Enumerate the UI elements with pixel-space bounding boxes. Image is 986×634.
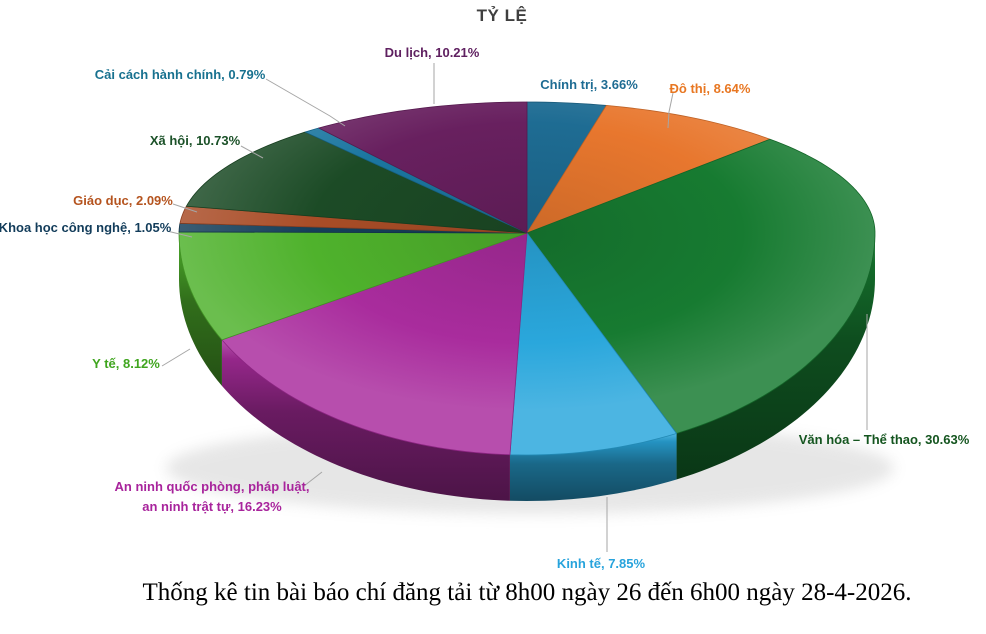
slice-label-text: Giáo dục, 2.09%	[73, 193, 173, 208]
slice-label-1: Đô thị, 8.64%	[670, 79, 751, 99]
slice-label-text: Du lịch, 10.21%	[384, 45, 480, 60]
pie-slice-wall-4	[221, 339, 510, 501]
slice-label-7: Giáo dục, 2.09%	[73, 191, 173, 211]
pie-slice-3	[509, 232, 677, 456]
slice-label-text: Xã hội, 10.73%	[149, 133, 241, 148]
slice-label-5: Y tế, 8.12%	[92, 354, 160, 374]
pie-slice-0	[526, 101, 607, 234]
leader-line-4	[303, 471, 323, 487]
pie-slice-wall-3	[509, 433, 677, 501]
slice-label-3: Kinh tế, 7.85%	[557, 554, 645, 574]
pie-slice-4	[221, 232, 528, 456]
leader-line-6	[166, 230, 193, 238]
slice-label-4: An ninh quốc phòng, pháp luật, an ninh tr…	[115, 477, 310, 517]
slice-label-6: Khoa học công nghệ, 1.05%	[0, 218, 171, 238]
slice-label-text: Khoa học công nghệ, 1.05%	[0, 220, 172, 235]
slice-label-text: Đô thị, 8.64%	[669, 81, 751, 96]
pie-slice-wall-2	[676, 233, 875, 480]
pie-slice-2	[526, 138, 876, 434]
pie-slice-1	[526, 105, 771, 234]
slice-label-9: Cải cách hành chính, 0.79%	[95, 65, 266, 85]
slice-label-2: Văn hóa – Thể thao, 30.63%	[799, 430, 970, 450]
slice-label-text: Cải cách hành chính, 0.79%	[94, 67, 266, 82]
leader-line-1	[667, 92, 674, 129]
leader-line-8	[240, 145, 264, 159]
slice-label-text: an ninh trật tự, 16.23%	[142, 499, 282, 514]
slice-label-text: An ninh quốc phòng, pháp luật,	[114, 479, 310, 494]
slice-label-0: Chính trị, 3.66%	[540, 75, 638, 95]
slice-label-text: Chính trị, 3.66%	[540, 77, 638, 92]
pie-slice-wall-5	[179, 233, 222, 386]
pie-slice-10	[318, 101, 528, 234]
slice-label-text: Kinh tế, 7.85%	[556, 556, 646, 571]
slice-label-8: Xã hội, 10.73%	[150, 131, 240, 151]
slice-label-text: Y tế, 8.12%	[92, 356, 160, 371]
pie-slice-8	[185, 131, 528, 234]
pie-slice-5	[178, 231, 528, 341]
chart-caption: Thống kê tin bài báo chí đăng tải từ 8h0…	[142, 579, 912, 606]
leader-line-5	[161, 348, 191, 367]
slice-label-10: Du lịch, 10.21%	[385, 43, 480, 63]
slice-label-text: Văn hóa – Thể thao, 30.63%	[798, 432, 970, 447]
chart-title: TỶ LỆ	[476, 6, 528, 25]
leader-line-9	[265, 78, 346, 127]
leader-line-7	[172, 203, 198, 213]
